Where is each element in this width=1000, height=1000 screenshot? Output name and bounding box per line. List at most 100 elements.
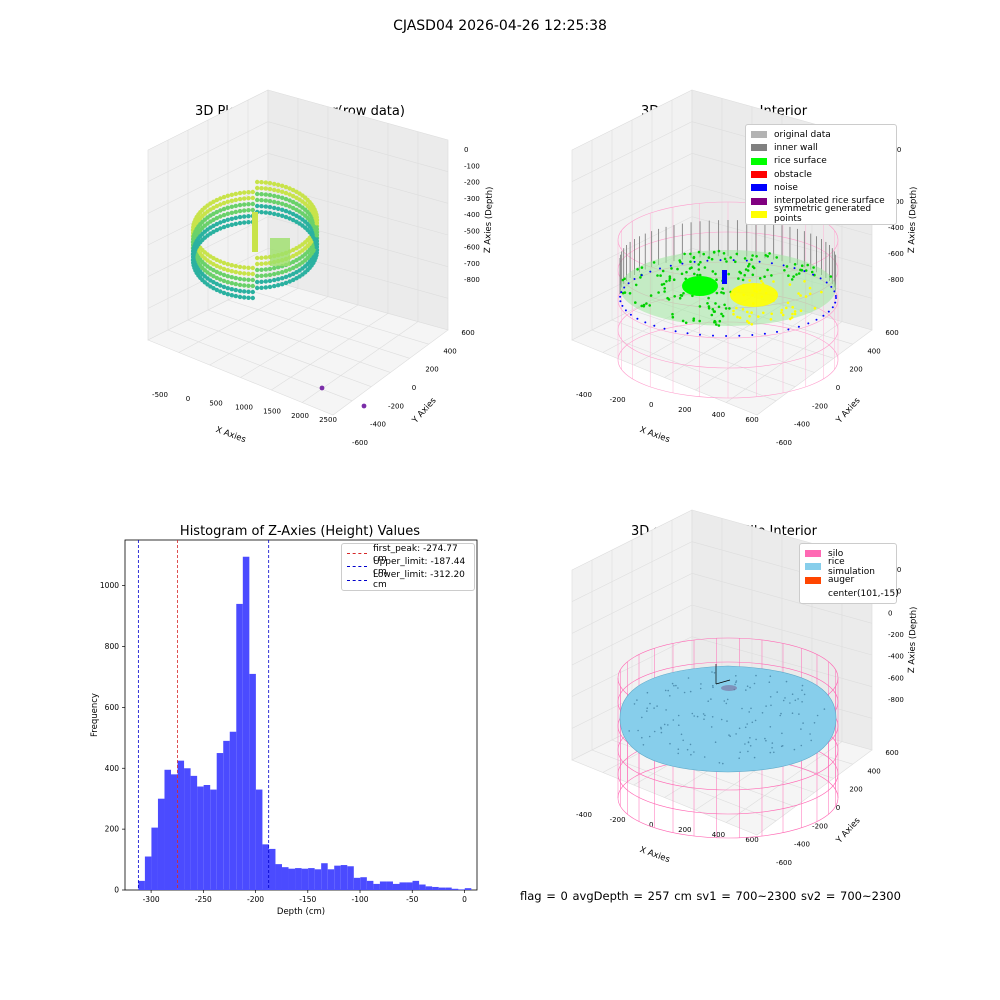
rice-point (264, 285, 268, 289)
rice-point (251, 284, 255, 288)
rice-point (230, 205, 234, 209)
rice-mesh-point (739, 752, 741, 754)
rice-point (272, 206, 276, 210)
rice-mesh-point (738, 757, 740, 759)
rice-mesh-point (669, 695, 671, 697)
rice-point (238, 215, 242, 219)
y-tick-label: 800 (105, 642, 120, 651)
rice-point (246, 284, 250, 288)
y-axis-label: Y Axies (834, 395, 863, 426)
rice-point (242, 190, 246, 194)
rice-point (280, 276, 284, 280)
rice-point (272, 194, 276, 198)
rice-surface-point (723, 252, 726, 255)
histogram-bar (171, 774, 178, 890)
rice-point (264, 273, 268, 277)
rice-mesh-point (677, 687, 679, 689)
rice-mesh-point (646, 707, 648, 709)
obstacle-column (252, 212, 258, 252)
rice-surface-point (780, 311, 783, 314)
rice-mesh-point (755, 720, 757, 722)
rice-point (268, 181, 272, 185)
rice-surface-point (736, 253, 739, 256)
rice-mesh-point (700, 683, 702, 685)
x-tick-label: -200 (247, 895, 264, 904)
rice-point (259, 180, 263, 184)
rice-point (259, 280, 263, 284)
rice-surface-point (689, 253, 692, 256)
y-tick-label: 400 (443, 347, 456, 355)
rice-mesh-point (772, 742, 774, 744)
noise-point (625, 309, 627, 311)
noise-point (649, 271, 651, 273)
rice-point (315, 233, 319, 237)
y-tick-label: 200 (425, 366, 438, 374)
rice-surface-point (634, 301, 637, 304)
rice-point (226, 194, 230, 198)
x-axis-label: Depth (cm) (277, 907, 325, 917)
noise-point (783, 264, 785, 266)
rice-point (238, 221, 242, 225)
rice-surface-point (766, 269, 769, 272)
rice-mesh-point (665, 690, 667, 692)
x-axis-label: X Axies (638, 425, 671, 445)
histogram-bar (334, 866, 341, 890)
rice-mesh-point (647, 692, 649, 694)
rice-surface-point (739, 316, 742, 319)
rice-mesh-point (804, 694, 806, 696)
rice-surface-point (746, 311, 749, 314)
status-footer: flag = 0 avgDepth = 257 cm sv1 = 700~230… (520, 889, 901, 903)
x-tick-label: 2000 (291, 412, 309, 420)
histogram-bar (341, 865, 348, 890)
rice-point (255, 262, 259, 266)
histogram-bar (295, 868, 302, 890)
rice-point (230, 263, 234, 267)
histogram-bar (145, 857, 152, 890)
rice-mesh-point (724, 700, 726, 702)
legend-swatch-icon (751, 211, 767, 218)
simulation-legend-item: center(101,-15) (805, 587, 891, 600)
noise-point (664, 328, 666, 330)
rice-point (234, 204, 238, 208)
rice-surface-point (680, 294, 683, 297)
rice-point (268, 199, 272, 203)
rice-surface-point (791, 278, 794, 281)
y-tick-label: -400 (794, 841, 810, 849)
rice-surface-point (682, 292, 685, 295)
rice-surface-point (673, 295, 676, 298)
rice-mesh-point (771, 747, 773, 749)
noise-point (653, 325, 655, 327)
rice-point (242, 271, 246, 275)
rice-surface-point (662, 270, 665, 273)
rice-mesh-point (770, 752, 772, 754)
rice-point (276, 207, 280, 211)
rice-surface-point (748, 263, 751, 266)
rice-point (234, 294, 238, 298)
noise-point (751, 334, 753, 336)
x-tick-label: 0 (649, 821, 653, 829)
rice-mesh-point (786, 681, 788, 683)
noise-point (835, 295, 837, 297)
rice-point (242, 220, 246, 224)
rice-mesh-point (735, 733, 737, 735)
rice-point (230, 211, 234, 215)
z-axis-label: Z Axies (Depth) (907, 186, 919, 253)
rice-point (255, 256, 259, 260)
rice-surface-point (760, 280, 763, 283)
rice-point (255, 274, 259, 278)
legend-line-icon (347, 553, 367, 554)
y-tick-label: 600 (105, 703, 120, 712)
rice-point (242, 208, 246, 212)
rice-point (259, 274, 263, 278)
rice-point (259, 268, 263, 272)
rice-mesh-point (637, 730, 639, 732)
rice-mesh-point (770, 675, 772, 677)
noise-point (619, 296, 621, 298)
rice-surface-point (787, 274, 790, 277)
rice-surface-point (740, 272, 743, 275)
rice-point (264, 255, 268, 259)
rice-surface-point (763, 275, 766, 278)
histogram-bar (204, 785, 211, 890)
rice-mesh-point (773, 752, 775, 754)
rice-surface-point (698, 251, 701, 254)
